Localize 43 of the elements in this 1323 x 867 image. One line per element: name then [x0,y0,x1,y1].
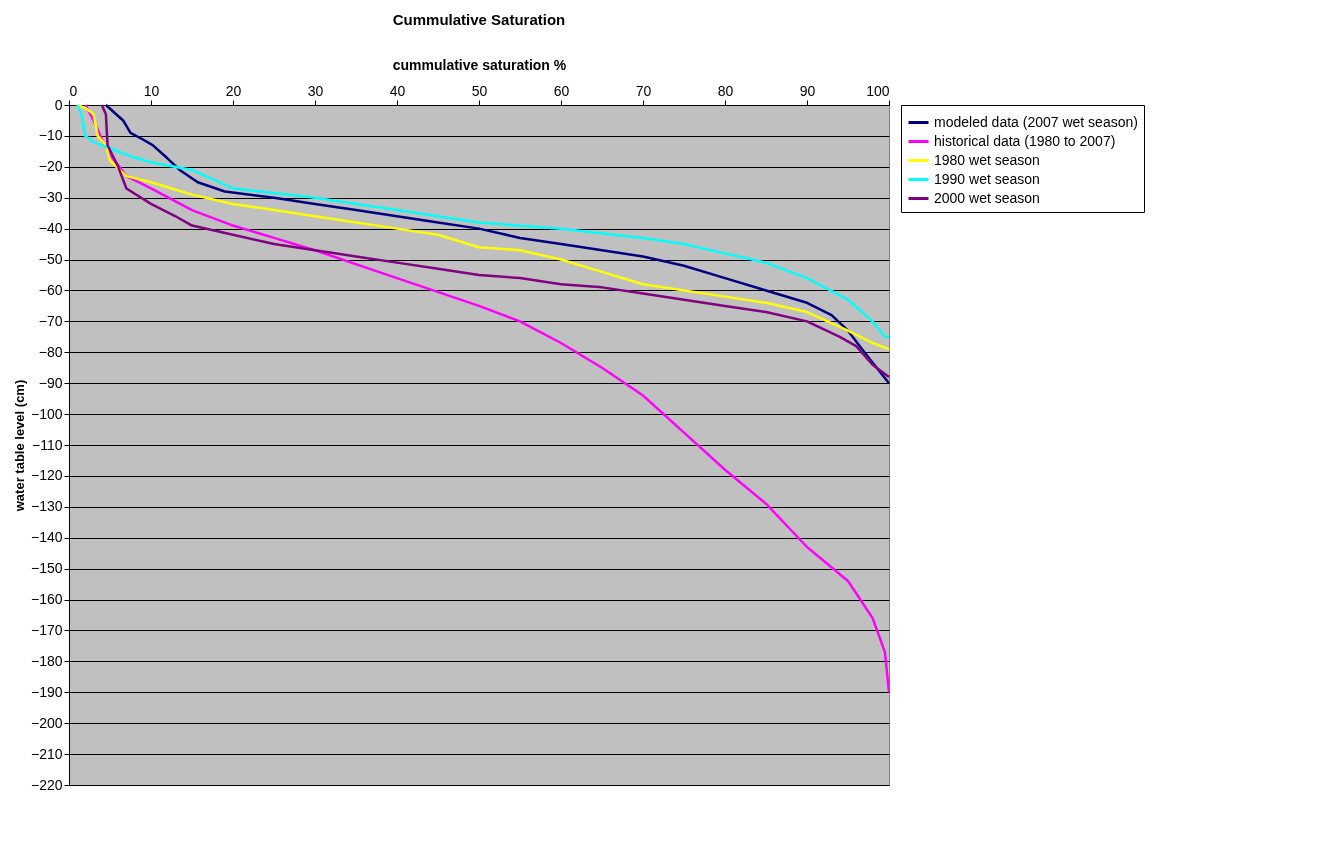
y-tick-label: −10 [38,127,63,144]
x-tick-label: 70 [635,82,652,99]
y-tick-label: −70 [38,312,63,329]
y-tick-label: −80 [38,343,63,360]
x-tick-label: 40 [389,82,406,99]
chart-title: Cummulative Saturation [392,11,566,28]
y-tick-label: −220 [30,776,63,793]
y-tick-label: −150 [30,560,63,577]
legend-label: 1980 wet season [934,151,1040,168]
y-tick-label: −100 [30,405,63,422]
y-tick-label: −180 [30,652,63,669]
y-tick-label: −190 [30,683,63,700]
y-tick-label: −30 [38,189,63,206]
y-tick-label: −210 [30,745,63,762]
y-tick-label: −110 [32,436,63,453]
x-tick-label: 20 [225,82,242,99]
y-tick-label: −160 [30,591,63,608]
x-tick-label: 100 [866,82,890,99]
legend-label: modeled data (2007 wet season) [934,113,1138,130]
legend-label: 2000 wet season [934,189,1040,206]
y-tick-label: −140 [30,529,63,546]
y-tick-label: −60 [38,281,63,298]
x-tick-label: 10 [143,82,160,99]
legend-label: historical data (1980 to 2007) [934,132,1116,149]
y-tick-label: −120 [30,467,63,484]
x-tick-label: 80 [717,82,734,99]
x-tick-label: 60 [553,82,570,99]
x-tick-label: 0 [69,82,78,99]
x-tick-label: 50 [471,82,488,99]
y-tick-label: −200 [30,714,63,731]
y-tick-label: −130 [30,498,63,515]
x-tick-label: 90 [799,82,816,99]
x-tick-label: 30 [307,82,324,99]
y-tick-label: −50 [38,251,63,268]
legend-label: 1990 wet season [934,170,1040,187]
y-axis-title: water table level (cm) [11,379,27,513]
y-tick-label: −90 [38,374,63,391]
line-series [84,103,891,694]
y-tick-label: 0 [54,96,63,113]
y-tick-label: −170 [30,621,63,638]
y-tick-label: −40 [38,220,63,237]
y-tick-label: −20 [38,158,63,175]
x-axis-title: cummulative saturation % [392,56,567,73]
